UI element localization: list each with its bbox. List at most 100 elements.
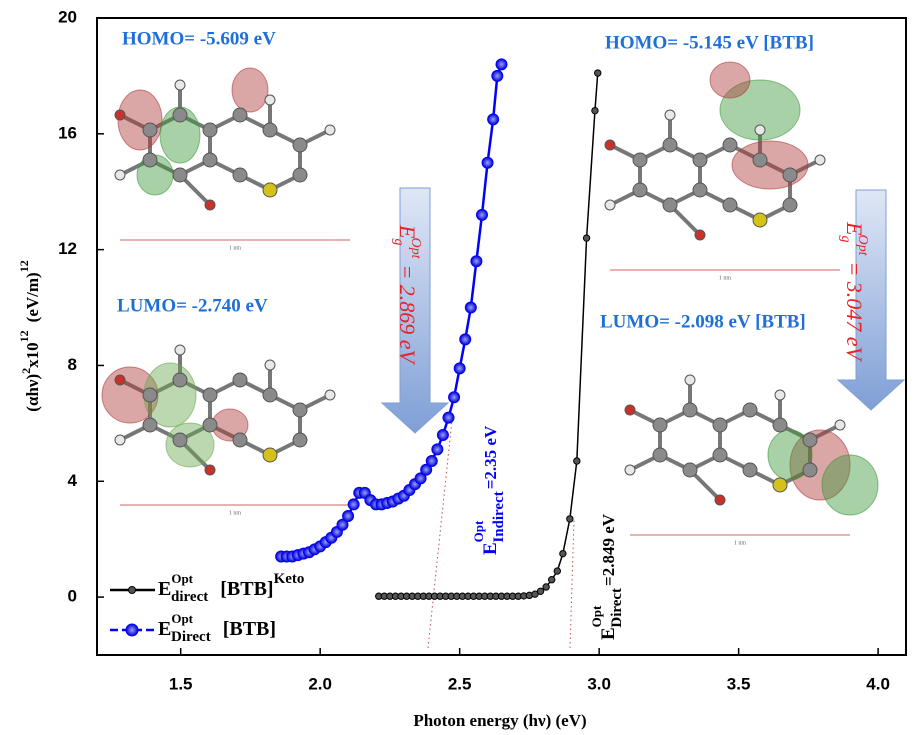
- atom: [605, 140, 615, 150]
- orbital: [118, 90, 162, 150]
- y-tick-label: 20: [58, 7, 77, 26]
- label-part: =2.849 eV: [599, 513, 618, 586]
- atom: [775, 390, 785, 400]
- legend-marker: [129, 587, 136, 594]
- y-label-part: 12: [17, 260, 31, 272]
- orbital: [710, 62, 750, 98]
- atom: [205, 200, 215, 210]
- label-part: g: [838, 235, 853, 242]
- x-tick-label: 2.5: [448, 674, 472, 693]
- scale-label: 1 nm: [229, 245, 242, 251]
- legend-marker: [126, 624, 138, 636]
- x-tick-label: 3.5: [727, 674, 751, 693]
- atom: [653, 418, 667, 432]
- data-point: [583, 235, 589, 241]
- atom: [743, 403, 757, 417]
- y-label-part: x10: [23, 342, 42, 368]
- label-part: Opt: [171, 571, 193, 586]
- atom: [203, 123, 217, 137]
- atom: [115, 170, 125, 180]
- data-point: [537, 588, 543, 594]
- data-point: [549, 577, 555, 583]
- compound-label: EOptIndirect=2.35 eV: [471, 425, 507, 555]
- atom: [115, 110, 125, 120]
- y-label-part: 12: [17, 330, 31, 342]
- data-point: [343, 511, 354, 522]
- data-point: [482, 157, 493, 168]
- atom: [233, 433, 247, 447]
- data-point: [471, 256, 482, 267]
- scale-label: 1 nm: [229, 510, 242, 516]
- scale-label: 1 nm: [734, 540, 747, 546]
- atom: [325, 125, 335, 135]
- label-part: Indirect: [491, 491, 507, 542]
- label-part: E: [480, 542, 501, 555]
- orbital-annotation: HOMO= -5.609 eV: [122, 28, 276, 49]
- atom: [143, 418, 157, 432]
- atom: [663, 138, 677, 152]
- atom: [625, 465, 635, 475]
- atom: [773, 418, 787, 432]
- atom: [723, 198, 737, 212]
- atom: [753, 213, 767, 227]
- data-point: [488, 114, 499, 125]
- data-point: [465, 302, 476, 313]
- label-part: E: [158, 578, 171, 600]
- orbital-annotation: LUMO= -2.098 eV [BTB]: [600, 311, 806, 332]
- orbital: [732, 141, 808, 189]
- atom: [625, 405, 635, 415]
- y-tick-label: 0: [68, 587, 77, 606]
- atom: [665, 110, 675, 120]
- atom: [115, 435, 125, 445]
- compound-label: EgOpt= 3.047 eV: [838, 221, 870, 363]
- x-axis-label: Photon energy (hν) (eV): [413, 711, 586, 730]
- y-tick-label: 12: [58, 239, 77, 258]
- atom: [293, 403, 307, 417]
- atom: [263, 183, 277, 197]
- atom: [265, 95, 275, 105]
- atom: [173, 108, 187, 122]
- atom: [175, 80, 185, 90]
- label-part: [BTB]: [220, 578, 273, 600]
- atom: [115, 375, 125, 385]
- atom: [685, 375, 695, 385]
- data-point: [554, 568, 560, 574]
- data-point: [443, 412, 454, 423]
- data-point: [496, 59, 507, 70]
- atom: [713, 418, 727, 432]
- atom: [173, 433, 187, 447]
- atom: [233, 373, 247, 387]
- label-part: Opt: [408, 237, 423, 259]
- atom: [265, 360, 275, 370]
- atom: [293, 168, 307, 182]
- atom: [653, 448, 667, 462]
- atom: [175, 345, 185, 355]
- orbital-annotation: LUMO= -2.740 eV: [117, 295, 268, 316]
- atom: [293, 433, 307, 447]
- data-point: [476, 209, 487, 220]
- atom: [715, 495, 725, 505]
- data-point: [454, 363, 465, 374]
- atom: [143, 123, 157, 137]
- atom: [723, 138, 737, 152]
- orbital: [232, 68, 268, 112]
- label-part: direct: [171, 589, 208, 605]
- data-point: [449, 392, 460, 403]
- data-point: [348, 499, 359, 510]
- tangent-line: [570, 520, 574, 648]
- atom: [783, 198, 797, 212]
- label-part: Opt: [171, 611, 193, 626]
- atom: [783, 168, 797, 182]
- x-tick-label: 3.0: [587, 674, 611, 693]
- atom: [835, 420, 845, 430]
- y-tick-label: 4: [68, 471, 78, 490]
- label-part: Direct: [171, 629, 211, 645]
- atom: [173, 373, 187, 387]
- data-point: [460, 334, 471, 345]
- label-part: = 3.047 eV: [842, 261, 867, 362]
- y-tick-label: 8: [68, 355, 77, 374]
- atom: [233, 168, 247, 182]
- x-tick-label: 4.0: [866, 674, 890, 693]
- data-point: [595, 70, 601, 76]
